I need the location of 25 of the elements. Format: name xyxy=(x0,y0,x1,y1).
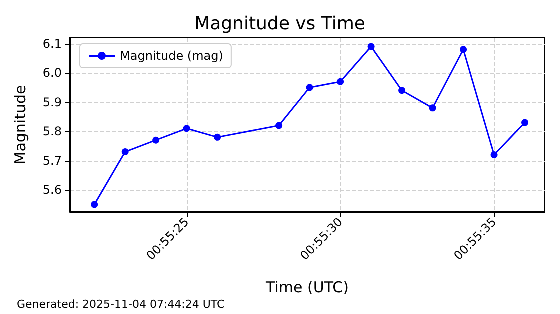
y-axis-title: Magnitude xyxy=(12,85,30,165)
point xyxy=(522,119,529,126)
point xyxy=(490,151,498,158)
point xyxy=(276,122,283,130)
point xyxy=(122,148,129,156)
point xyxy=(368,43,375,50)
point xyxy=(429,104,436,112)
point xyxy=(152,136,160,144)
text: Generated: 2025-11-04 07:44:24 UTC xyxy=(17,298,226,311)
y-tick-label: 6.0 xyxy=(42,66,62,80)
point xyxy=(337,78,344,86)
y-tick-label: 5.7 xyxy=(42,154,62,168)
point xyxy=(460,46,468,54)
point xyxy=(91,201,98,208)
y-tick-label: 5.6 xyxy=(42,183,62,198)
point xyxy=(214,134,222,141)
chart-title: Magnitude vs Time xyxy=(194,14,366,34)
y-tick-label: 5.8 xyxy=(42,124,62,139)
y-tick-label: 6.1 xyxy=(42,36,62,51)
point xyxy=(183,125,190,132)
point xyxy=(398,87,406,94)
x-axis-title: Time (UTC) xyxy=(265,278,349,296)
point xyxy=(306,84,314,92)
y-tick-label: 5.9 xyxy=(42,95,62,110)
legend-label: Magnitude (mag) xyxy=(120,49,224,63)
